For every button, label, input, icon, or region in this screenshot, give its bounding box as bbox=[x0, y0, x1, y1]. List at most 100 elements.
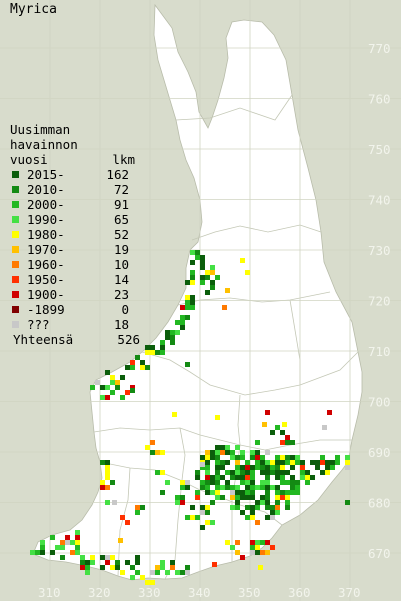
observation-square bbox=[105, 470, 110, 475]
observation-square bbox=[235, 460, 240, 465]
observation-square bbox=[345, 465, 350, 470]
legend-item-count: 23 bbox=[113, 287, 129, 302]
observation-square bbox=[175, 570, 180, 575]
observation-square bbox=[200, 480, 205, 485]
observation-square bbox=[225, 450, 230, 455]
observation-square bbox=[250, 515, 255, 520]
observation-square bbox=[90, 385, 95, 390]
observation-square bbox=[110, 390, 115, 395]
observation-square bbox=[245, 270, 250, 275]
observation-square bbox=[250, 485, 255, 490]
observation-square bbox=[30, 550, 35, 555]
observation-square bbox=[105, 460, 110, 465]
observation-square bbox=[170, 560, 175, 565]
observation-square bbox=[190, 260, 195, 265]
observation-square bbox=[210, 280, 215, 285]
observation-square bbox=[235, 475, 240, 480]
legend-header-line-1: Uusimman bbox=[10, 122, 71, 137]
observation-square bbox=[240, 555, 245, 560]
observation-square bbox=[265, 450, 270, 455]
legend-swatch bbox=[12, 321, 19, 328]
observation-square bbox=[255, 455, 260, 460]
observation-square bbox=[265, 500, 270, 505]
observation-square bbox=[270, 430, 275, 435]
observation-square bbox=[180, 570, 185, 575]
observation-square bbox=[50, 550, 55, 555]
observation-square bbox=[110, 480, 115, 485]
observation-square bbox=[240, 510, 245, 515]
observation-square bbox=[75, 545, 80, 550]
observation-square bbox=[230, 450, 235, 455]
observation-square bbox=[250, 480, 255, 485]
observation-square bbox=[265, 475, 270, 480]
observation-square bbox=[110, 555, 115, 560]
legend-header-line-2: havainnon bbox=[10, 137, 78, 152]
observation-square bbox=[90, 560, 95, 565]
x-grid-label: 350 bbox=[238, 585, 261, 600]
observation-square bbox=[250, 545, 255, 550]
observation-square bbox=[205, 465, 210, 470]
legend-item-count: 14 bbox=[113, 272, 129, 287]
observation-square bbox=[255, 550, 260, 555]
observation-square bbox=[170, 565, 175, 570]
observation-square bbox=[225, 480, 230, 485]
observation-square bbox=[190, 305, 195, 310]
observation-square bbox=[85, 570, 90, 575]
observation-square bbox=[305, 480, 310, 485]
observation-square bbox=[185, 515, 190, 520]
observation-square bbox=[260, 495, 265, 500]
observation-square bbox=[105, 395, 110, 400]
observation-square bbox=[155, 565, 160, 570]
observation-square bbox=[118, 538, 123, 543]
observation-square bbox=[220, 495, 225, 500]
legend-item: 1950- 14 bbox=[10, 272, 140, 287]
observation-square bbox=[190, 275, 195, 280]
legend-swatch bbox=[12, 201, 19, 208]
legend-item-label: 1990- bbox=[27, 212, 65, 227]
observation-square bbox=[165, 335, 170, 340]
observation-square bbox=[322, 425, 327, 430]
observation-square bbox=[235, 470, 240, 475]
observation-square bbox=[280, 495, 285, 500]
observation-square bbox=[215, 415, 220, 420]
observation-square bbox=[165, 570, 170, 575]
observation-square bbox=[125, 390, 130, 395]
observation-square bbox=[140, 575, 145, 580]
observation-square bbox=[200, 275, 205, 280]
observation-square bbox=[100, 485, 105, 490]
observation-square bbox=[295, 455, 300, 460]
observation-square bbox=[135, 570, 140, 575]
observation-square bbox=[240, 258, 245, 263]
observation-square bbox=[150, 345, 155, 350]
legend-item-count: 10 bbox=[113, 257, 129, 272]
observation-square bbox=[245, 490, 250, 495]
observation-square bbox=[200, 255, 205, 260]
observation-square bbox=[190, 515, 195, 520]
observation-square bbox=[172, 412, 177, 417]
species-title: Myrica bbox=[10, 2, 57, 17]
observation-square bbox=[205, 480, 210, 485]
legend-swatch bbox=[12, 261, 19, 268]
observation-square bbox=[130, 365, 135, 370]
observation-square bbox=[40, 545, 45, 550]
observation-square bbox=[135, 505, 140, 510]
observation-square bbox=[275, 500, 280, 505]
observation-square bbox=[160, 565, 165, 570]
y-grid-label: 760 bbox=[368, 92, 391, 107]
observation-square bbox=[250, 495, 255, 500]
observation-square bbox=[345, 455, 350, 460]
observation-square bbox=[235, 465, 240, 470]
observation-square bbox=[310, 475, 315, 480]
observation-square bbox=[245, 485, 250, 490]
observation-square bbox=[65, 540, 70, 545]
observation-square bbox=[135, 560, 140, 565]
observation-square bbox=[290, 480, 295, 485]
observation-square bbox=[220, 475, 225, 480]
observation-square bbox=[150, 570, 155, 575]
observation-square bbox=[175, 330, 180, 335]
observation-square bbox=[265, 460, 270, 465]
observation-square bbox=[75, 530, 80, 535]
observation-square bbox=[160, 560, 165, 565]
observation-square bbox=[155, 350, 160, 355]
